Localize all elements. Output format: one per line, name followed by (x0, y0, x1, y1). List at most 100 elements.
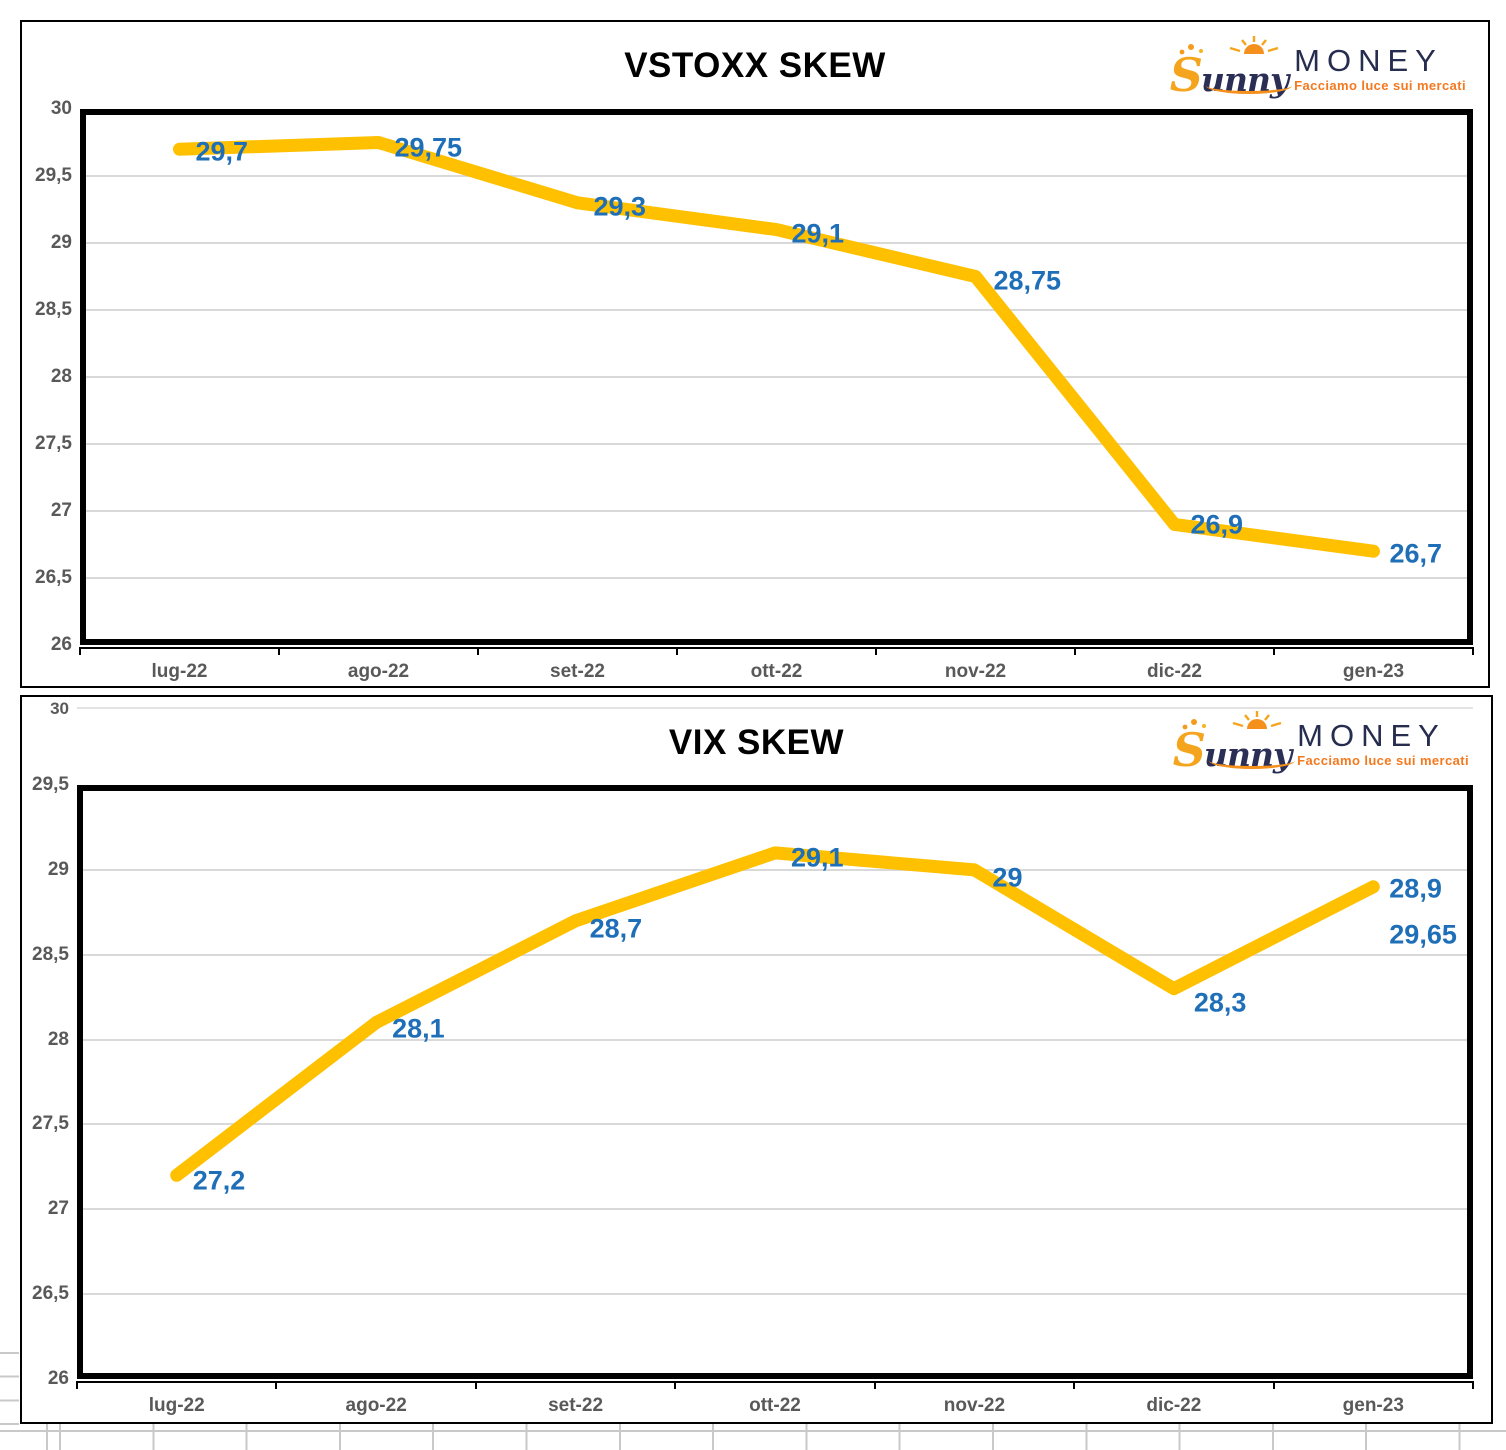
logo-word-money: MONEY (1297, 718, 1446, 753)
x-axis-category-label: nov-22 (944, 661, 1007, 682)
x-axis-tick (873, 1381, 876, 1389)
gridline (80, 175, 1473, 177)
y-axis-tick-label: 27,5 (32, 1113, 69, 1135)
x-axis-tick (1273, 647, 1275, 655)
x-axis-tick (76, 1381, 78, 1389)
x-axis-category-label: nov-22 (943, 1395, 1006, 1416)
gridline (80, 309, 1473, 311)
logo-letter-s: S (1172, 723, 1206, 777)
plot-area-border (80, 109, 1473, 645)
y-axis-tick-label: 26 (47, 1368, 69, 1389)
data-point-label: 29 (992, 862, 1023, 893)
y-axis-tick-label: 27 (47, 1198, 69, 1220)
data-point-label: 29,7 (195, 136, 249, 167)
x-axis-category-label: gen-23 (1342, 661, 1405, 682)
y-axis-tick-label: 29 (47, 858, 69, 880)
logo-swoosh (1205, 77, 1293, 94)
logo-dots-icon (1182, 719, 1206, 730)
data-point-label: 29,75 (394, 132, 463, 162)
data-point-label: 28,3 (1193, 987, 1247, 1018)
gridline (80, 577, 1473, 579)
gridline (77, 1208, 1473, 1211)
y-axis-tick-label: 30 (50, 98, 72, 119)
y-axis-tick-label: 29,5 (32, 774, 69, 795)
logo-dots-icon (1179, 44, 1203, 55)
vstoxx-skew-chart[interactable]: VSTOXX SKEW Sunny MONEY Facciamo luce su… (20, 20, 1490, 688)
x-axis-category-label: gen-23 (1342, 1395, 1404, 1416)
x-axis-category-label: ago-22 (345, 1395, 407, 1416)
data-point-label: 28,75 (993, 265, 1062, 295)
y-axis-tick-label: 30 (50, 699, 69, 718)
y-axis-tick-label: 28 (50, 366, 72, 387)
plot-area-border (77, 785, 1473, 1379)
x-axis-tick (676, 647, 678, 655)
x-axis-category-label: set-22 (550, 661, 605, 682)
x-axis-category-label: dic-22 (1146, 1395, 1202, 1416)
gridline-30 (77, 707, 1473, 709)
sunnymoney-logo: Sunny MONEY Facciamo luce sui mercati (1173, 711, 1469, 773)
logo-swoosh (1208, 752, 1296, 769)
x-axis-line (80, 647, 1473, 649)
logo-tagline: Facciamo luce sui mercati (1294, 78, 1466, 93)
gridline (77, 1123, 1473, 1126)
logo-word-money: MONEY (1294, 43, 1443, 78)
y-axis-tick-label: 26,5 (32, 1283, 69, 1305)
data-point-label: 29,1 (791, 842, 844, 873)
gridline (77, 1293, 1473, 1296)
data-point-label: 29,3 (593, 191, 647, 222)
gridline (77, 868, 1473, 871)
data-point-label: 26,9 (1190, 509, 1244, 540)
y-axis-tick-label: 26,5 (35, 567, 72, 588)
logo-tagline: Facciamo luce sui mercati (1297, 753, 1469, 768)
chart-title: VIX SKEW (668, 723, 845, 762)
gridline (80, 242, 1473, 244)
x-axis-category-label: ago-22 (347, 661, 410, 682)
series-line-VSTOXX SKEW (173, 136, 1380, 558)
gridline (80, 443, 1473, 445)
gridline (77, 953, 1473, 956)
x-axis-tick (275, 1381, 278, 1389)
sun-icon (1232, 711, 1282, 729)
gridline (77, 1038, 1473, 1041)
data-point-label: 27,2 (192, 1165, 246, 1196)
sun-icon (1229, 36, 1279, 54)
chart-title: VSTOXX SKEW (624, 46, 886, 85)
x-axis-tick (278, 647, 280, 655)
x-axis-category-label: ott-22 (750, 661, 803, 682)
x-axis-tick (875, 647, 877, 655)
logo-script-sunny: Sunny (1173, 711, 1296, 773)
y-axis-tick-label: 28,5 (35, 299, 72, 320)
y-axis-tick-label: 29 (50, 232, 72, 253)
x-axis-category-label: set-22 (548, 1395, 604, 1416)
x-axis-category-label: lug-22 (148, 1395, 205, 1416)
gridline (80, 376, 1473, 378)
data-point-label: 28,9 (1389, 873, 1442, 904)
x-axis-tick (674, 1381, 677, 1389)
y-axis-tick-label: 29,5 (35, 165, 72, 186)
y-axis-tick-label: 26 (50, 634, 72, 655)
data-point-label: 28,1 (392, 1013, 445, 1044)
gridline (80, 510, 1473, 512)
spreadsheet-gridlines-bottom (0, 1422, 1506, 1450)
x-axis-tick (477, 647, 479, 655)
series-line-VIX SKEW (170, 846, 1380, 1182)
data-point-label: 28,7 (589, 913, 643, 944)
x-axis-category-label: ott-22 (749, 1395, 801, 1416)
data-point-label: 26,7 (1389, 538, 1443, 569)
x-axis-tick (79, 647, 81, 655)
x-axis-category-label: lug-22 (151, 661, 208, 682)
y-axis-tick-label: 27,5 (35, 433, 72, 454)
x-axis-category-label: dic-22 (1147, 661, 1202, 682)
vix-skew-chart[interactable]: VIX SKEW Sunny MONEY Facciamo luce sui m… (20, 695, 1493, 1424)
data-point-label: 29,1 (791, 218, 845, 249)
y-axis-tick-label: 28 (47, 1028, 69, 1050)
x-axis-line (77, 1381, 1473, 1383)
y-axis-tick-label: 28,5 (32, 943, 69, 965)
annotation-label: 29,65 (1389, 919, 1457, 950)
x-axis-tick (1074, 647, 1076, 655)
logo-letter-s: S (1169, 48, 1203, 102)
x-axis-tick (1472, 1381, 1474, 1389)
x-axis-tick (1472, 647, 1474, 655)
x-axis-tick (474, 1381, 477, 1389)
logo-script-sunny: Sunny (1170, 36, 1293, 98)
